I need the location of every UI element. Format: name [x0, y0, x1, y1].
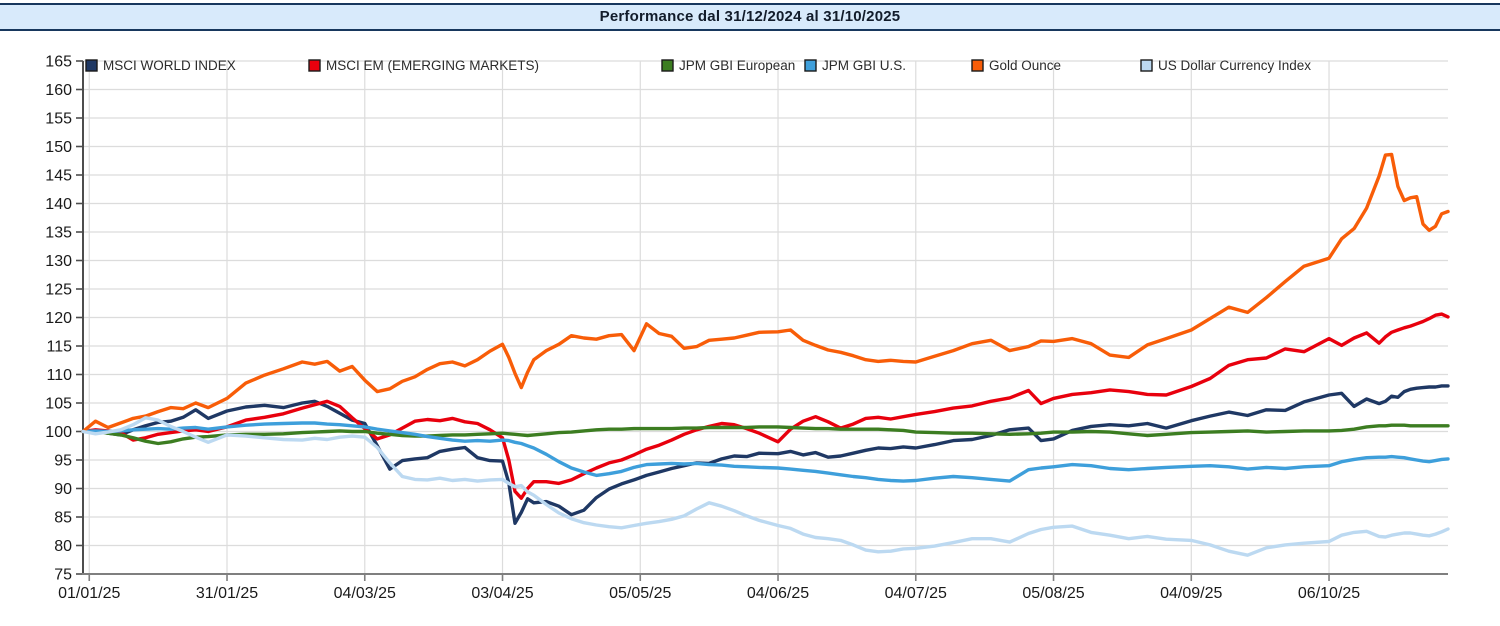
y-axis-label: 130 [45, 253, 72, 270]
y-axis-label: 95 [54, 453, 72, 470]
legend-swatch-msci-world-index [85, 59, 98, 72]
y-axis-label: 145 [45, 168, 72, 185]
y-axis-label: 115 [46, 339, 72, 356]
legend-label-us-dollar-currency-index: US Dollar Currency Index [1158, 58, 1311, 73]
y-axis-label: 105 [45, 396, 72, 413]
legend-label-msci-em-emerging-markets: MSCI EM (EMERGING MARKETS) [326, 58, 539, 73]
x-axis-label: 03/04/25 [471, 585, 533, 602]
legend-swatch-us-dollar-currency-index [1140, 59, 1153, 72]
legend-item-gold-ounce: Gold Ounce [971, 58, 1061, 73]
x-axis-label: 04/06/25 [747, 585, 809, 602]
y-axis-label: 85 [54, 510, 72, 527]
series-line-us-dollar-currency-index [81, 416, 1450, 557]
x-axis-label: 01/01/25 [58, 585, 120, 602]
legend-item-msci-world-index: MSCI WORLD INDEX [85, 58, 236, 73]
series-line-gold-ounce [81, 152, 1450, 434]
legend-swatch-msci-em-emerging-markets [308, 59, 321, 72]
y-axis-label: 135 [45, 225, 72, 242]
series-line-jpm-gbi-european [81, 423, 1450, 446]
x-axis-label: 05/08/25 [1022, 585, 1084, 602]
y-axis-label: 155 [45, 111, 72, 128]
legend-item-msci-em-emerging-markets: MSCI EM (EMERGING MARKETS) [308, 58, 539, 73]
y-axis-label: 110 [46, 367, 72, 384]
legend-swatch-jpm-gbi-european [661, 59, 674, 72]
x-axis-label: 04/07/25 [885, 585, 947, 602]
legend-item-jpm-gbi-european: JPM GBI European [661, 58, 795, 73]
legend-label-gold-ounce: Gold Ounce [989, 58, 1061, 73]
x-axis-label: 31/01/25 [196, 585, 258, 602]
y-axis-label: 120 [45, 310, 72, 327]
y-axis-label: 75 [54, 567, 72, 584]
y-axis-label: 125 [45, 282, 72, 299]
legend-item-us-dollar-currency-index: US Dollar Currency Index [1140, 58, 1311, 73]
x-axis-label: 05/05/25 [609, 585, 671, 602]
y-axis-label: 165 [45, 54, 72, 71]
y-axis-label: 90 [54, 481, 72, 498]
legend-label-msci-world-index: MSCI WORLD INDEX [103, 58, 236, 73]
y-axis-label: 80 [54, 538, 72, 555]
series-line-msci-world-index [81, 384, 1450, 525]
y-axis-label: 160 [45, 82, 72, 99]
chart-title-bar: Performance dal 31/12/2024 al 31/10/2025 [0, 3, 1500, 31]
series-line-jpm-gbi-u-s [81, 421, 1450, 483]
y-axis-label: 100 [45, 424, 72, 441]
x-axis-label: 06/10/25 [1298, 585, 1360, 602]
y-axis-label: 140 [45, 196, 72, 213]
legend-swatch-jpm-gbi-u-s [804, 59, 817, 72]
legend-swatch-gold-ounce [971, 59, 984, 72]
legend-label-jpm-gbi-european: JPM GBI European [679, 58, 795, 73]
x-axis-label: 04/03/25 [334, 585, 396, 602]
series-line-msci-em-emerging-markets [81, 312, 1450, 500]
legend-item-jpm-gbi-u-s: JPM GBI U.S. [804, 58, 906, 73]
x-axis-label: 04/09/25 [1160, 585, 1222, 602]
legend-label-jpm-gbi-u-s: JPM GBI U.S. [822, 58, 906, 73]
y-axis-label: 150 [45, 139, 72, 156]
chart-title: Performance dal 31/12/2024 al 31/10/2025 [599, 8, 901, 25]
